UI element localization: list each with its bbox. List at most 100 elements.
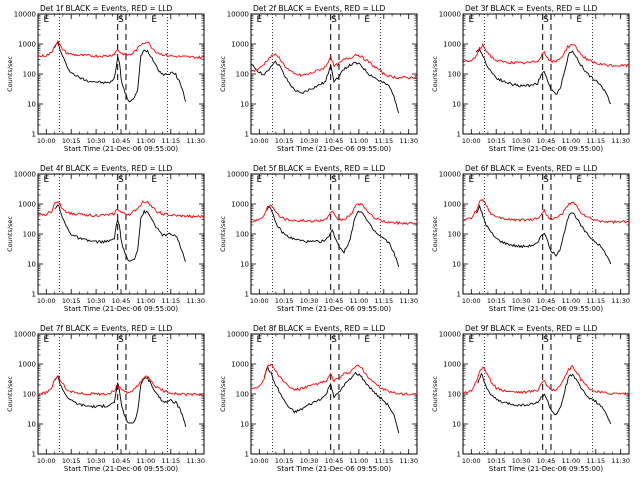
events-series-line — [477, 372, 612, 425]
x-tick-label: 10:30 — [512, 297, 531, 305]
marker-label: E — [151, 335, 157, 345]
y-tick-label: 10 — [240, 101, 249, 109]
marker-label: E — [256, 15, 262, 25]
events-series-line — [263, 365, 400, 434]
x-tick-label: 11:00 — [137, 297, 156, 305]
x-tick-label: 11:00 — [562, 457, 581, 465]
y-tick-label: 10 — [27, 101, 36, 109]
y-axis-label: Counts/sec — [6, 216, 14, 252]
lld-series-line — [462, 198, 630, 225]
panel-title: Det 5f BLACK = Events, RED = LLD — [253, 164, 386, 173]
y-tick-label: 10000 — [14, 171, 36, 179]
x-tick-label: 11:00 — [350, 137, 369, 145]
x-tick-label: 10:15 — [62, 137, 81, 145]
y-axis-label: Counts/sec — [6, 56, 14, 92]
plot-frame — [462, 173, 630, 295]
y-tick-label: 1000 — [443, 361, 461, 369]
y-tick-label: 10 — [452, 101, 461, 109]
x-axis-label: Start Time (21-Dec-06 09:55:00) — [64, 305, 178, 313]
x-tick-label: 10:30 — [300, 137, 319, 145]
plot-frame — [250, 13, 418, 135]
x-axis-label: Start Time (21-Dec-06 09:55:00) — [277, 305, 391, 313]
x-tick-label: 11:00 — [562, 137, 581, 145]
panel-det-5f: Det 5f BLACK = Events, RED = LLD 1 10 100 10… — [219, 164, 418, 313]
marker-label: E — [151, 175, 157, 185]
plot-frame — [462, 333, 630, 455]
x-tick-label: 11:15 — [586, 457, 605, 465]
y-axis-label: Counts/sec — [6, 376, 14, 412]
x-tick-label: 10:30 — [87, 457, 106, 465]
x-tick-label: 11:15 — [586, 297, 605, 305]
x-axis-label: Start Time (21-Dec-06 09:55:00) — [277, 465, 391, 473]
x-tick-label: 11:30 — [611, 457, 630, 465]
marker-label: E — [576, 175, 582, 185]
marker-label: S — [543, 175, 549, 185]
x-axis-label: Start Time (21-Dec-06 09:55:00) — [277, 145, 391, 153]
x-tick-label: 10:00 — [250, 297, 269, 305]
x-tick-label: 10:15 — [62, 297, 81, 305]
marker-label: E — [468, 175, 474, 185]
x-tick-label: 11:00 — [562, 297, 581, 305]
y-tick-label: 1 — [457, 131, 461, 139]
x-tick-label: 11:30 — [186, 457, 205, 465]
marker-label: E — [256, 175, 262, 185]
y-tick-label: 1000 — [18, 201, 36, 209]
events-series-line — [475, 204, 612, 265]
lld-series-line — [250, 203, 418, 226]
lld-series-line — [37, 375, 205, 397]
x-tick-label: 11:15 — [374, 137, 393, 145]
x-tick-label: 10:30 — [512, 137, 531, 145]
marker-label: S — [118, 335, 124, 345]
x-tick-label: 11:15 — [161, 137, 180, 145]
marker-label: E — [468, 15, 474, 25]
panel-det-8f: Det 8f BLACK = Events, RED = LLD 1 10 100 10… — [219, 324, 418, 473]
x-tick-label: 10:15 — [62, 457, 81, 465]
y-axis-label: Counts/sec — [431, 376, 439, 412]
marker-label: E — [364, 175, 370, 185]
marker-label: E — [256, 335, 262, 345]
x-tick-label: 10:00 — [250, 137, 269, 145]
x-tick-label: 11:15 — [374, 297, 393, 305]
marker-label: E — [43, 175, 49, 185]
y-tick-label: 10000 — [439, 331, 461, 339]
x-tick-label: 10:15 — [275, 457, 294, 465]
marker-label: S — [331, 15, 337, 25]
x-tick-label: 10:45 — [537, 297, 556, 305]
x-tick-label: 11:30 — [186, 297, 205, 305]
x-tick-label: 10:00 — [462, 457, 481, 465]
events-series-line — [265, 206, 400, 268]
marker-label: E — [468, 335, 474, 345]
y-axis-label: Counts/sec — [431, 216, 439, 252]
marker-label: S — [331, 335, 337, 345]
x-tick-label: 11:30 — [399, 457, 418, 465]
panel-det-2f: Det 2f BLACK = Events, RED = LLD 1 10 100 10… — [219, 4, 418, 153]
x-tick-label: 11:00 — [137, 457, 156, 465]
events-series-line — [54, 204, 187, 262]
y-tick-label: 1 — [245, 291, 249, 299]
events-series-line — [475, 48, 612, 105]
x-tick-label: 11:30 — [611, 137, 630, 145]
y-tick-label: 100 — [23, 71, 36, 79]
y-tick-label: 1000 — [231, 41, 249, 49]
lld-series-line — [250, 53, 418, 80]
panel-title: Det 1f BLACK = Events, RED = LLD — [40, 4, 173, 13]
plot-frame — [37, 173, 205, 295]
marker-label: S — [331, 175, 337, 185]
marker-label: E — [151, 15, 157, 25]
y-tick-label: 10000 — [227, 331, 249, 339]
y-tick-label: 100 — [448, 71, 461, 79]
x-tick-label: 10:30 — [87, 297, 106, 305]
y-tick-label: 1 — [32, 291, 36, 299]
y-axis-label: Counts/sec — [219, 56, 227, 92]
marker-label: E — [576, 335, 582, 345]
y-axis-label: Counts/sec — [219, 376, 227, 412]
marker-label: E — [364, 335, 370, 345]
y-tick-label: 10000 — [227, 171, 249, 179]
marker-label: S — [118, 175, 124, 185]
y-tick-label: 10000 — [439, 171, 461, 179]
x-tick-label: 10:00 — [250, 457, 269, 465]
y-tick-label: 1 — [32, 131, 36, 139]
y-tick-label: 100 — [236, 391, 249, 399]
x-tick-label: 11:30 — [186, 137, 205, 145]
marker-label: S — [118, 15, 124, 25]
